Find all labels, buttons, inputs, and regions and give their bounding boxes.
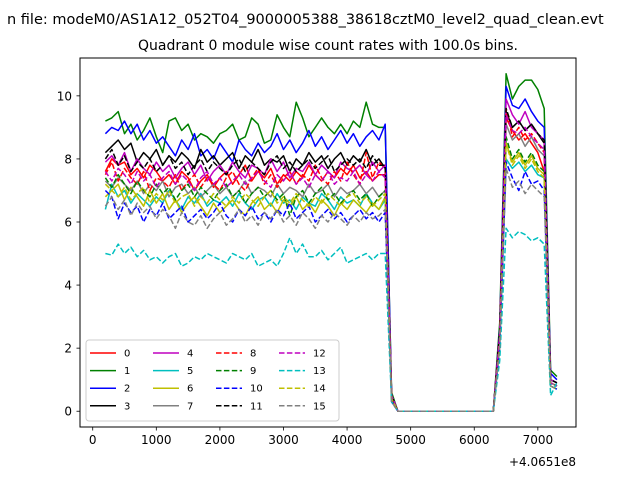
y-tick-label: 2	[64, 342, 72, 356]
y-tick-label: 6	[64, 216, 72, 230]
x-tick-label: 1000	[141, 433, 172, 447]
x-tick-label: 4000	[332, 433, 363, 447]
legend-label: 11	[250, 401, 263, 412]
legend-label: 14	[313, 384, 326, 395]
figure-suptitle: n file: modeM0/AS1A12_052T04_9000005388_…	[7, 12, 604, 28]
x-tick-label: 5000	[395, 433, 426, 447]
legend-label: 9	[250, 366, 256, 377]
legend-label: 0	[124, 349, 130, 360]
legend-label: 3	[124, 401, 130, 412]
y-axis: 0 2 4 6 8 10	[57, 89, 80, 419]
series-line-14	[104, 142, 558, 412]
legend-label: 15	[313, 401, 326, 412]
legend-label: 12	[313, 349, 326, 360]
axes-frame	[79, 57, 577, 428]
x-axis: 0 1000 2000 3000 4000 5000 6000 7000	[89, 427, 553, 447]
chart-title: Quadrant 0 module wise count rates with …	[138, 38, 518, 54]
series-line-12	[104, 114, 558, 412]
legend-box	[85, 339, 340, 422]
series-layer	[104, 73, 558, 412]
legend-label: 8	[250, 349, 256, 360]
legend-label: 4	[187, 349, 193, 360]
y-tick-label: 4	[64, 279, 72, 293]
legend-label: 1	[124, 366, 130, 377]
legend-label: 7	[187, 401, 193, 412]
x-tick-label: 7000	[523, 433, 554, 447]
legend-label: 2	[124, 384, 130, 395]
x-offset-label: +4.0651e8	[509, 455, 576, 469]
legend-label: 10	[250, 384, 263, 395]
y-tick-label: 10	[57, 89, 72, 103]
legend-label: 5	[187, 366, 193, 377]
x-tick-label: 0	[89, 433, 97, 447]
legend-label: 13	[313, 366, 326, 377]
legend-label: 6	[187, 384, 193, 395]
y-tick-label: 8	[64, 152, 72, 166]
y-tick-label: 0	[64, 405, 72, 419]
x-tick-label: 6000	[459, 433, 490, 447]
series-line-15	[104, 167, 558, 412]
x-tick-label: 3000	[268, 433, 299, 447]
x-tick-label: 2000	[205, 433, 236, 447]
series-line-13	[105, 227, 558, 412]
